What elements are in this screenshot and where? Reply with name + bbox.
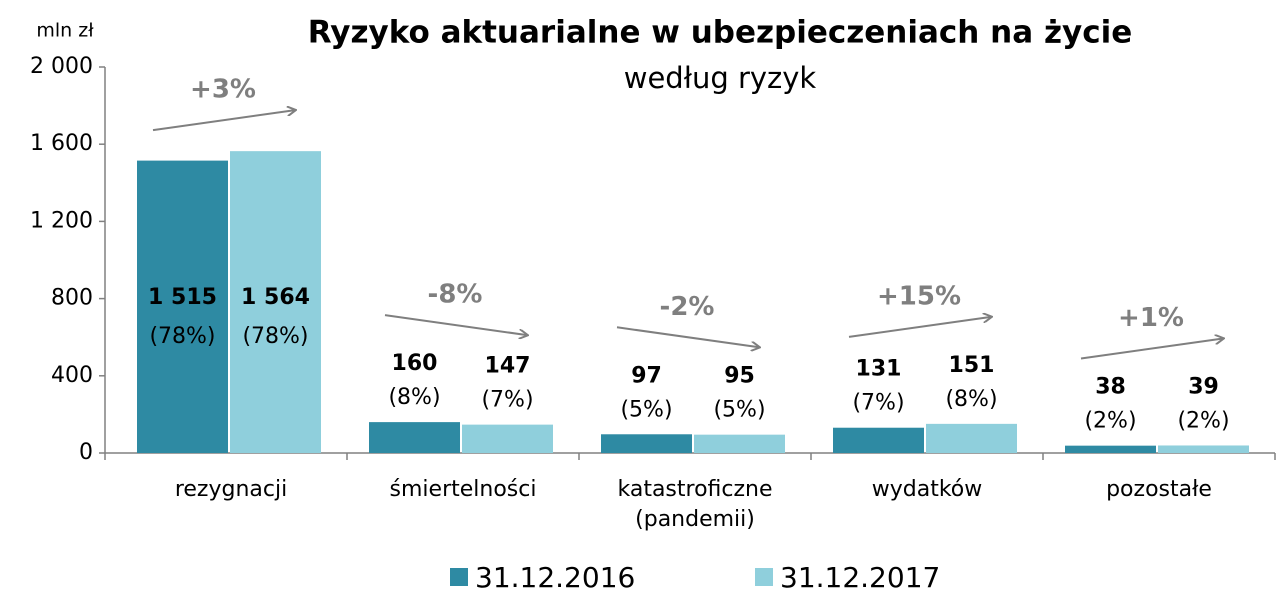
- chart-title: Ryzyko aktuarialne w ubezpieczeniach na …: [308, 15, 1132, 51]
- share-label: (2%): [1177, 408, 1229, 433]
- change-label: +1%: [1118, 303, 1184, 333]
- value-label: 1 564: [241, 285, 310, 310]
- y-tick-label: 1 200: [30, 208, 93, 233]
- value-label: 38: [1095, 375, 1126, 400]
- change-arrow: [1080, 338, 1223, 360]
- change-label: -8%: [428, 280, 483, 310]
- share-label: (5%): [620, 397, 672, 422]
- share-label: (2%): [1084, 409, 1136, 434]
- y-tick-label: 2 000: [30, 54, 93, 79]
- y-tick-label: 1 600: [30, 131, 93, 156]
- change-arrow: [848, 317, 991, 338]
- bar: [926, 423, 1017, 453]
- y-tick-label: 400: [51, 363, 93, 388]
- bar: [462, 424, 553, 453]
- y-tick-label: 800: [51, 286, 93, 311]
- y-tick-label: 0: [79, 440, 93, 465]
- value-label: 131: [856, 357, 902, 382]
- value-label: 97: [631, 363, 662, 388]
- change-label: -2%: [660, 292, 715, 322]
- share-label: (5%): [713, 398, 765, 423]
- y-axis-label: mln zł: [36, 20, 94, 42]
- change-arrow: [384, 314, 527, 335]
- bar: [601, 434, 692, 453]
- change-arrow: [152, 110, 295, 132]
- x-tick-label: rezygnacji: [174, 477, 288, 502]
- bar: [1158, 445, 1249, 453]
- value-label: 1 515: [148, 285, 217, 310]
- value-label: 95: [724, 364, 755, 389]
- value-label: 151: [949, 353, 995, 378]
- legend-label: 31.12.2017: [780, 561, 940, 592]
- value-label: 39: [1188, 374, 1219, 399]
- share-label: (8%): [945, 387, 997, 412]
- share-label: (78%): [149, 324, 215, 349]
- change-label: +15%: [877, 281, 961, 311]
- legend-label: 31.12.2016: [475, 561, 635, 592]
- change-arrow: [616, 326, 759, 347]
- bar: [694, 434, 785, 453]
- change-label: +3%: [190, 75, 256, 105]
- share-label: (7%): [481, 388, 533, 413]
- bar: [1065, 445, 1156, 453]
- legend-swatch: [755, 568, 773, 586]
- bar: [230, 151, 321, 453]
- bar: [369, 422, 460, 453]
- x-tick-label: katastroficzne (pandemii): [617, 477, 773, 532]
- x-tick-label: wydatków: [871, 477, 983, 502]
- bar: [833, 427, 924, 453]
- value-label: 160: [392, 351, 438, 376]
- bar: [137, 160, 228, 454]
- share-label: (7%): [852, 391, 904, 416]
- legend-swatch: [450, 568, 468, 586]
- value-label: 147: [485, 354, 531, 379]
- share-label: (78%): [242, 324, 308, 349]
- chart-subtitle: według ryzyk: [624, 61, 817, 95]
- x-tick-label: śmiertelności: [389, 477, 537, 502]
- share-label: (8%): [388, 385, 440, 410]
- x-tick-label: pozostałe: [1106, 477, 1212, 502]
